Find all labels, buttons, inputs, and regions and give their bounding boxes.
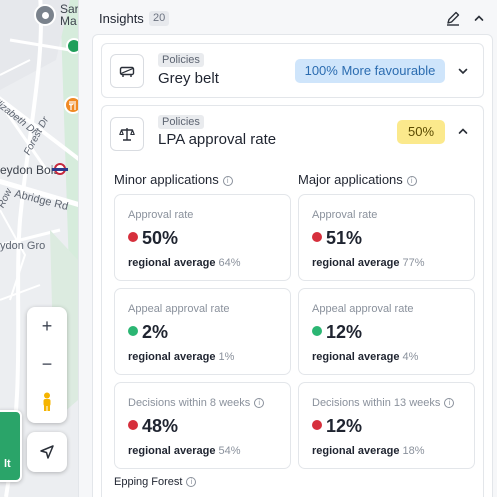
stat-value-text: 12% (326, 322, 363, 342)
park-icon[interactable] (66, 38, 78, 54)
regional-average-value: 4% (402, 351, 419, 363)
map-layer-toggle[interactable]: lt (0, 410, 22, 482)
map-label: Sar (60, 2, 78, 16)
stat-label: Appeal approval rate (312, 303, 414, 315)
station-icon[interactable] (52, 163, 68, 175)
map-label: Ma (60, 14, 77, 28)
stat-value: 50% (128, 228, 178, 249)
authority-name: Epping Forest i (114, 476, 197, 488)
info-icon[interactable]: i (254, 398, 265, 409)
info-icon[interactable]: i (186, 477, 197, 488)
insights-header: Insights 20 (79, 0, 497, 36)
favourability-badge: 100% More favourable (295, 59, 445, 83)
insights-count-badge: 20 (149, 11, 170, 26)
policy-name: LPA approval rate (158, 131, 277, 148)
regional-average: regional average 1% (128, 351, 234, 363)
regional-average-value: 18% (402, 445, 425, 457)
scales-icon (110, 117, 144, 151)
regional-average-label: regional average (312, 257, 400, 269)
regional-average-value: 77% (402, 257, 425, 269)
status-dot (128, 326, 138, 336)
regional-average-value: 54% (218, 445, 241, 457)
stat-value-text: 2% (142, 322, 169, 342)
policy-tag: Policies (158, 53, 204, 67)
edit-icon[interactable] (445, 10, 461, 26)
regional-average-value: 64% (218, 257, 241, 269)
map-label: ydon Gro (0, 240, 46, 252)
regional-average-label: regional average (312, 445, 400, 457)
stat-value: 12% (312, 416, 362, 437)
status-dot (312, 232, 322, 242)
stat-value: 12% (312, 322, 362, 343)
policy-name: Grey belt (158, 70, 219, 87)
stat-card-major-approval-rate: Approval rate 51% regional average 77% (298, 194, 475, 281)
barrier-icon (110, 54, 144, 88)
stat-label: Approval rate (128, 209, 194, 221)
zoom-out-button[interactable]: − (41, 353, 53, 374)
policy-tag: Policies (158, 115, 204, 129)
stat-card-major-appeal-approval-rate: Appeal approval rate 12% regional averag… (298, 288, 475, 375)
stat-card-minor-appeal-approval-rate: Appeal approval rate 2% regional average… (114, 288, 291, 375)
stat-value: 51% (312, 228, 362, 249)
stat-label: Approval rate (312, 209, 378, 221)
stat-label-text: Decisions within 8 weeks (128, 397, 251, 409)
stat-label: Appeal approval rate (128, 303, 230, 315)
stat-value-text: 48% (142, 416, 179, 436)
stat-value-text: 51% (326, 228, 363, 248)
regional-average: regional average 18% (312, 445, 425, 457)
regional-average-value: 1% (218, 351, 235, 363)
info-icon[interactable]: i (406, 175, 417, 186)
major-applications-heading: Major applications i (298, 172, 417, 187)
chevron-down-icon[interactable] (457, 65, 469, 77)
chevron-up-icon[interactable] (457, 125, 469, 137)
status-dot (312, 420, 322, 430)
column-heading-text: Major applications (298, 172, 403, 187)
stat-card-minor-approval-rate: Approval rate 50% regional average 64% (114, 194, 291, 281)
map-label: eydon Bois (0, 163, 60, 177)
stat-label-text: Decisions within 13 weeks (312, 397, 441, 409)
chevron-up-icon[interactable] (473, 12, 485, 24)
stat-card-minor-decisions-within-weeks: Decisions within 8 weeks i 48% regional a… (114, 382, 291, 469)
stat-label: Decisions within 13 weeks i (312, 397, 455, 409)
layer-label: lt (4, 458, 11, 470)
status-dot (128, 232, 138, 242)
insights-panel: Insights 20 Policies Grey belt 100% More… (78, 0, 497, 497)
authority-name-text: Epping Forest (114, 476, 183, 488)
status-dot (128, 420, 138, 430)
policy-row-grey-belt[interactable]: Policies Grey belt 100% More favourable (101, 43, 484, 98)
regional-average: regional average 64% (128, 257, 241, 269)
stat-value: 2% (128, 322, 168, 343)
stat-card-major-decisions-within-weeks: Decisions within 13 weeks i 12% regional … (298, 382, 475, 469)
column-heading-text: Minor applications (114, 172, 219, 187)
stat-label: Decisions within 8 weeks i (128, 397, 265, 409)
regional-average-label: regional average (128, 257, 216, 269)
map-view[interactable]: Sar Ma Elizabeth Dr Forest Dr eydon Bois… (0, 0, 78, 497)
policy-row-lpa-approval-rate: Policies LPA approval rate 50% Minor app… (101, 105, 484, 497)
insights-list: Policies Grey belt 100% More favourable … (92, 34, 493, 497)
approval-rate-badge: 50% (397, 120, 445, 144)
panel-title: Insights (99, 11, 144, 26)
info-icon[interactable]: i (444, 398, 455, 409)
stat-value: 48% (128, 416, 178, 437)
restaurant-icon[interactable] (64, 96, 78, 114)
minor-applications-heading: Minor applications i (114, 172, 233, 187)
stat-value-text: 50% (142, 228, 179, 248)
regional-average: regional average 77% (312, 257, 425, 269)
stat-value-text: 12% (326, 416, 363, 436)
navigation-arrow-icon (40, 445, 54, 459)
regional-average-label: regional average (128, 351, 216, 363)
regional-average: regional average 4% (312, 351, 418, 363)
regional-average: regional average 54% (128, 445, 241, 457)
regional-average-label: regional average (128, 445, 216, 457)
status-dot (312, 326, 322, 336)
street-view-pegman-icon[interactable] (27, 383, 67, 421)
locate-me-button[interactable] (27, 432, 67, 472)
zoom-in-button[interactable]: + (41, 315, 53, 336)
regional-average-label: regional average (312, 351, 400, 363)
map-marker-icon[interactable] (34, 4, 56, 26)
info-icon[interactable]: i (222, 175, 233, 186)
zoom-control: + − (27, 307, 67, 423)
